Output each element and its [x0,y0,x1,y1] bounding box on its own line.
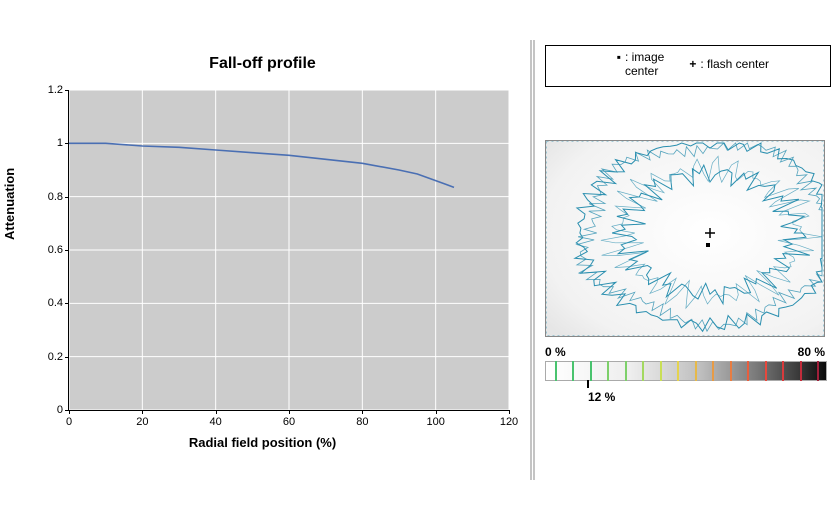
falloff-chart-panel: Fall-off profile Attenuation Radial fiel… [0,0,525,530]
gradient-tick [695,361,697,381]
legend-flash-center-symbol: + [682,57,696,71]
gradient-tick [555,361,557,381]
contour-svg [546,141,824,336]
legend-flash-center: + : flash center [682,50,769,78]
chart-title: Fall-off profile [0,55,525,73]
right-panel: ▪ : image center + : flash center 0 % 80… [545,0,835,530]
gradient-tick [625,361,627,381]
contour-image [545,140,825,337]
chart-xtick: 40 [210,416,222,428]
chart-xtick: 60 [283,416,295,428]
legend-box: ▪ : image center + : flash center [545,45,831,87]
chart-ytick: 0.8 [48,191,63,203]
chart-xtick: 120 [500,416,518,428]
gradient-tick [782,361,784,381]
panel-divider [530,40,535,480]
chart-ytick: 1 [57,137,63,149]
chart-xtick: 0 [66,416,72,428]
chart-ytick: 0.6 [48,244,63,256]
gradient-tick [712,361,714,381]
gradient-max-label: 80 % [798,345,825,359]
chart-xtick: 20 [136,416,148,428]
chart-ytick: 0.2 [48,351,63,363]
gradient-tick [747,361,749,381]
gradient-min-label: 0 % [545,345,566,359]
gradient-indicator-tick [587,380,589,388]
chart-plot-area: 02040608010012000.20.40.60.811.2 [68,90,509,411]
legend-image-center-symbol: ▪ [607,50,621,64]
gradient-indicator-label: 12 % [588,390,615,404]
gradient-tick [800,361,802,381]
gradient-tick [677,361,679,381]
gradient-tick [607,361,609,381]
chart-svg [69,90,509,410]
chart-ytick: 0.4 [48,297,63,309]
chart-xlabel: Radial field position (%) [0,435,525,450]
gradient-labels: 0 % 80 % [545,345,825,359]
gradient-indicator: 12 % [588,380,615,404]
gradient-tick [572,361,574,381]
gradient-bar: 12 % [545,361,827,381]
root: Fall-off profile Attenuation Radial fiel… [0,0,840,530]
gradient-tick [817,361,819,381]
gradient-scale: 0 % 80 % 12 % [545,345,825,381]
gradient-tick [590,361,592,381]
chart-xtick: 80 [356,416,368,428]
legend-flash-center-text: : flash center [700,57,769,71]
legend-image-center-text: : image center [625,50,664,78]
chart-ytick: 0 [57,404,63,416]
chart-ytick: 1.2 [48,84,63,96]
gradient-tick [642,361,644,381]
gradient-tick [660,361,662,381]
chart-ylabel: Attenuation [2,168,17,240]
gradient-tick [730,361,732,381]
legend-image-center: ▪ : image center [607,50,664,78]
gradient-tick [765,361,767,381]
chart-xtick: 100 [426,416,444,428]
